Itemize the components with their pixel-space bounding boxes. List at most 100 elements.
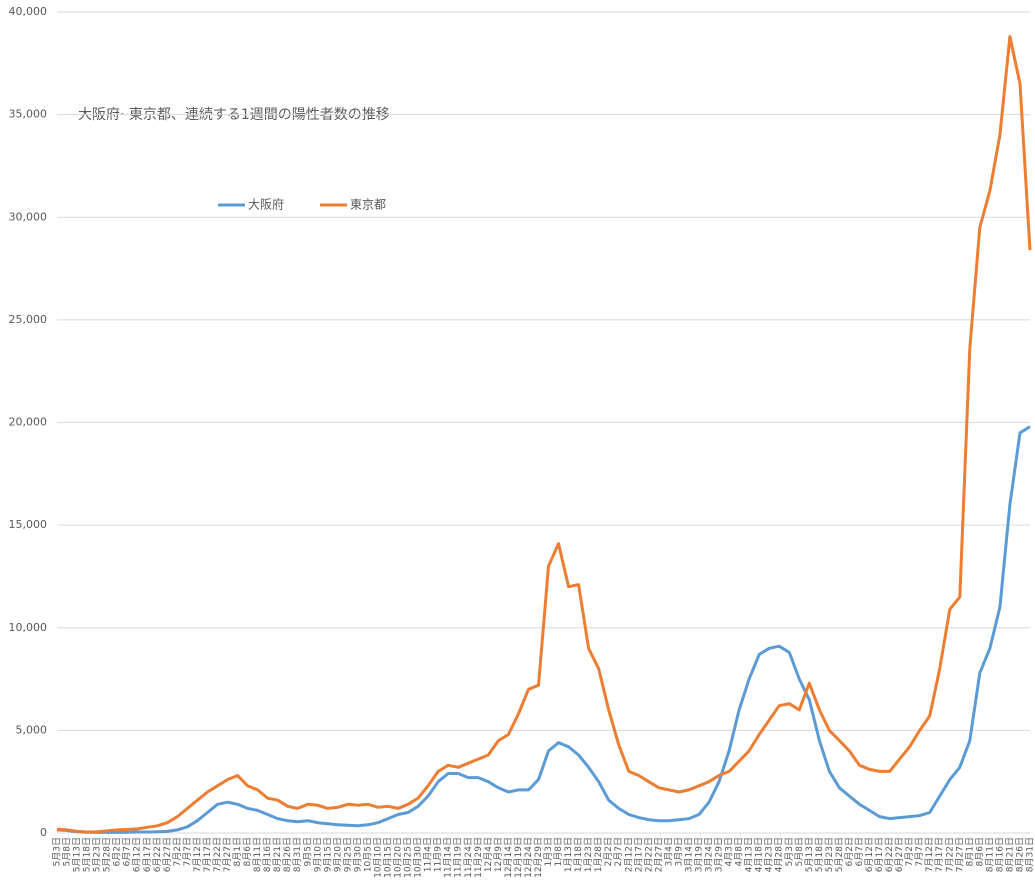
x-tick-label: 4月13日 — [744, 837, 755, 872]
y-tick-label: 10,000 — [9, 621, 48, 634]
x-tick-label: 6月7日 — [122, 837, 133, 866]
x-tick-label: 10月25日 — [403, 837, 414, 878]
x-tick-label: 5月28日 — [834, 837, 845, 872]
x-tick-label: 11月24日 — [463, 837, 474, 878]
x-tick-label: 1月18日 — [573, 837, 584, 872]
x-tick-label: 7月17日 — [202, 837, 213, 872]
x-tick-label: 8月1日 — [232, 837, 243, 866]
x-tick-label: 7月2日 — [172, 837, 183, 866]
x-tick-label: 7月27日 — [222, 837, 233, 872]
x-tick-label: 8月6日 — [242, 837, 253, 866]
y-tick-label: 0 — [40, 826, 47, 839]
x-tick-label: 1月3日 — [543, 837, 554, 866]
x-tick-label: 12月4日 — [483, 837, 494, 872]
x-tick-label: 4月18日 — [754, 837, 765, 872]
x-tick-label: 1月13日 — [563, 837, 574, 872]
y-tick-label: 40,000 — [9, 5, 48, 18]
x-tick-label: 4月23日 — [764, 837, 775, 872]
x-tick-label: 6月17日 — [142, 837, 153, 872]
x-tick-label: 5月3日 — [784, 837, 795, 866]
x-tick-label: 7月22日 — [212, 837, 223, 872]
x-tick-label: 5月23日 — [824, 837, 835, 872]
x-tick-label: 6月12日 — [132, 837, 143, 872]
x-tick-label: 8月11日 — [984, 837, 995, 872]
x-tick-label: 5月23日 — [92, 837, 103, 872]
x-tick-label: 2月22日 — [643, 837, 654, 872]
y-tick-label: 35,000 — [9, 108, 48, 121]
x-tick-label: 5月13日 — [72, 837, 83, 872]
x-tick-label: 2月17日 — [633, 837, 644, 872]
x-tick-label: 11月4日 — [423, 837, 434, 872]
x-tick-label: 11月14日 — [443, 837, 454, 878]
x-tick-label: 10月30日 — [413, 837, 424, 878]
x-tick-label: 8月1日 — [964, 837, 975, 866]
x-tick-label: 10月15日 — [383, 837, 394, 878]
x-tick-label: 3月9日 — [673, 837, 684, 866]
x-tick-label: 5月28日 — [102, 837, 113, 872]
x-tick-label: 5月18日 — [82, 837, 93, 872]
x-tick-label: 3月4日 — [663, 837, 674, 866]
legend-label: 大阪府 — [248, 197, 284, 212]
x-tick-label: 2月27日 — [653, 837, 664, 872]
x-tick-label: 8月31日 — [1025, 837, 1035, 872]
x-tick-label: 6月7日 — [854, 837, 865, 866]
x-tick-label: 8月26日 — [1014, 837, 1025, 872]
x-tick-label: 11月9日 — [433, 837, 444, 872]
y-tick-label: 20,000 — [9, 416, 48, 429]
x-tick-label: 6月27日 — [894, 837, 905, 872]
x-tick-label: 7月27日 — [954, 837, 965, 872]
x-tick-label: 2月2日 — [603, 837, 614, 866]
x-tick-label: 2月12日 — [623, 837, 634, 872]
x-tick-label: 8月16日 — [262, 837, 273, 872]
x-tick-label: 2月7日 — [613, 837, 624, 866]
legend-label: 東京都 — [350, 198, 386, 212]
x-tick-label: 11月29日 — [473, 837, 484, 878]
x-tick-label: 12月9日 — [493, 837, 504, 872]
x-tick-label: 4月3日 — [724, 837, 735, 866]
x-tick-label: 7月22日 — [944, 837, 955, 872]
x-tick-label: 6月2日 — [112, 837, 123, 866]
x-tick-label: 9月25日 — [342, 837, 353, 872]
x-tick-label: 11月19日 — [453, 837, 464, 878]
x-tick-label: 5月3日 — [52, 837, 63, 866]
x-tick-label: 3月19日 — [693, 837, 704, 872]
x-tick-label: 9月5日 — [302, 837, 313, 866]
x-tick-label: 8月21日 — [272, 837, 283, 872]
x-tick-label: 9月15日 — [322, 837, 333, 872]
x-tick-label: 9月20日 — [332, 837, 343, 872]
x-tick-label: 7月7日 — [914, 837, 925, 866]
x-tick-label: 8月16日 — [994, 837, 1005, 872]
x-tick-label: 8月26日 — [282, 837, 293, 872]
x-tick-label: 6月2日 — [844, 837, 855, 866]
x-tick-label: 7月12日 — [192, 837, 203, 872]
x-tick-label: 8月6日 — [974, 837, 985, 866]
x-tick-label: 7月2日 — [904, 837, 915, 866]
x-tick-label: 12月14日 — [503, 837, 514, 878]
x-tick-label: 3月29日 — [714, 837, 725, 872]
x-tick-label: 10月10日 — [372, 837, 383, 878]
x-tick-label: 3月14日 — [683, 837, 694, 872]
x-tick-label: 5月13日 — [804, 837, 815, 872]
x-tick-label: 7月7日 — [182, 837, 193, 866]
x-tick-label: 7月12日 — [924, 837, 935, 872]
x-tick-label: 6月22日 — [884, 837, 895, 872]
y-tick-label: 25,000 — [9, 313, 48, 326]
x-tick-label: 9月10日 — [312, 837, 323, 872]
x-tick-label: 8月21日 — [1004, 837, 1015, 872]
x-tick-label: 4月8日 — [734, 837, 745, 866]
x-tick-label: 1月8日 — [553, 837, 564, 866]
x-tick-label: 10月20日 — [393, 837, 404, 878]
x-tick-label: 12月24日 — [523, 837, 534, 878]
x-tick-label: 1月28日 — [593, 837, 604, 872]
x-tick-label: 8月31日 — [292, 837, 303, 872]
x-tick-label: 12月19日 — [513, 837, 524, 878]
x-tick-label: 8月11日 — [252, 837, 263, 872]
x-tick-label: 5月18日 — [814, 837, 825, 872]
x-tick-label: 12月29日 — [533, 837, 544, 878]
series-line — [56, 425, 1031, 834]
x-tick-label: 9月30日 — [352, 837, 363, 872]
x-tick-label: 10月5日 — [362, 837, 373, 872]
x-tick-label: 3月24日 — [704, 837, 715, 872]
y-tick-label: 30,000 — [9, 210, 48, 223]
